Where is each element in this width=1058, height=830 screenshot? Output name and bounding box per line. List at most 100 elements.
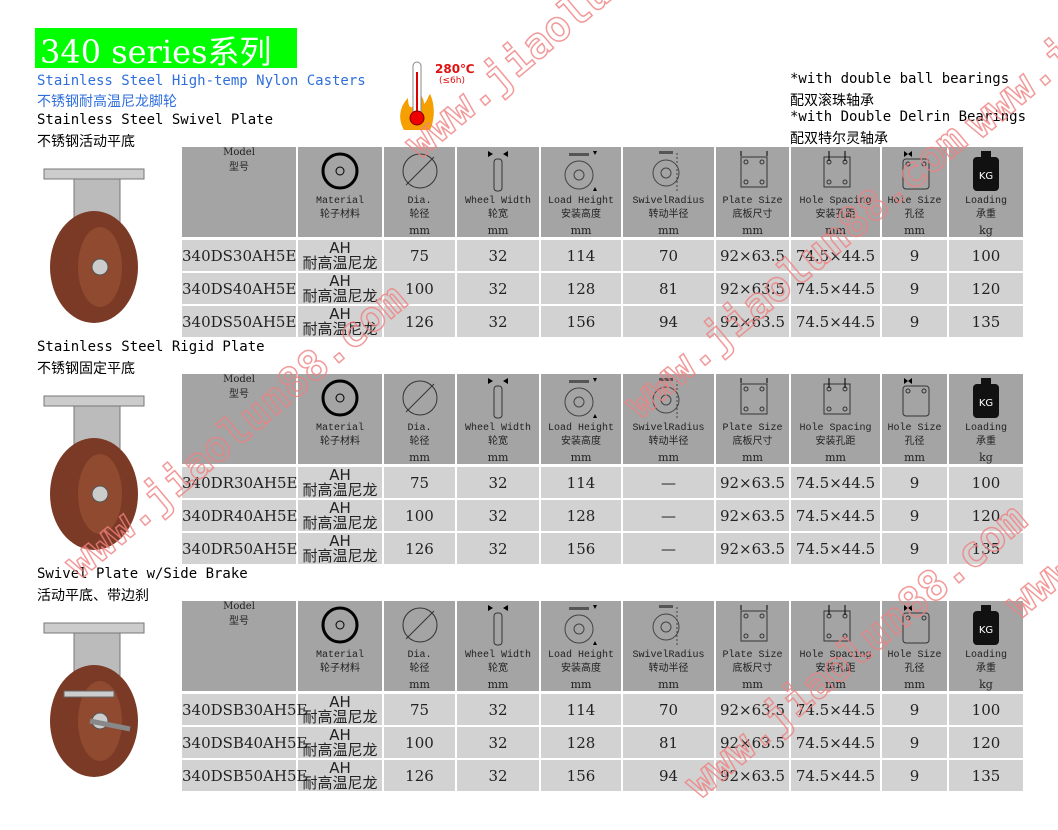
plate-cell: 92×63.5 (716, 694, 789, 727)
wheel-width-icon (457, 601, 539, 649)
plate-size-icon (716, 374, 789, 422)
hole-spacing-icon (791, 601, 880, 649)
spec-table: Model 型号 Material 轮子材料 Dia. 轮径 mm Wheel Width 轮宽… (180, 601, 1025, 793)
model-cell: 340DSB50AH5E (182, 760, 307, 793)
dia-cell: 75 (384, 467, 455, 500)
column-label-en: Hole Size (887, 650, 942, 661)
height-cell: 156 (541, 760, 621, 793)
radius-cell: — (623, 500, 714, 533)
column-header: Material 轮子材料 (298, 601, 382, 694)
spec-table: Model 型号 Material 轮子材料 Dia. 轮径 mm Wheel Width 轮宽… (180, 374, 1025, 566)
diameter-icon (384, 601, 455, 649)
header-row: Model 型号 Material 轮子材料 Dia. 轮径 mm Wheel Width 轮宽… (182, 374, 1023, 467)
width-cell: 32 (457, 727, 539, 760)
thermometer-fire-icon (400, 61, 434, 130)
duration-label: (≤6h) (439, 76, 465, 86)
material-cell: AH 耐高温尼龙 (298, 306, 382, 339)
section-title-cn: 不锈钢固定平底 (37, 361, 135, 377)
column-unit: mm (487, 678, 509, 691)
column-label-cn: 底板尺寸 (732, 663, 773, 674)
column-label-en: Plate Size (722, 423, 783, 434)
column-label-en: SwivelRadius (632, 650, 705, 661)
load-cell: 100 (949, 240, 1023, 273)
column-label-en: Hole Spacing (799, 196, 872, 207)
table-row: 340DSB50AH5E AH 耐高温尼龙 126 32 156 94 92×63.5 74.5… (182, 760, 1023, 793)
column-label-en: Material (315, 650, 364, 661)
model-cell: 340DSB40AH5E (182, 727, 307, 760)
hole-cell: 9 (882, 273, 947, 306)
column-unit: mm (742, 224, 763, 237)
column-label-en: Loading (964, 650, 1007, 661)
column-unit: mm (658, 678, 679, 691)
table-row: 340DR40AH5E AH 耐高温尼龙 100 32 128—92×63.5 74.5×4… (182, 500, 1023, 533)
column-header: Load Height 安装高度 mm (541, 147, 621, 240)
column-unit: mm (487, 224, 509, 237)
note-1: *with double ball bearings (790, 71, 1010, 87)
plate-cell: 92×63.5 (716, 533, 789, 566)
hole-cell: 9 (882, 240, 947, 273)
column-label-cn: 轮径 (409, 209, 430, 220)
column-header: KG Loading 承重 kg (949, 601, 1023, 694)
column-label-en: Plate Size (722, 196, 783, 207)
column-label-en: Wheel Width (464, 196, 531, 207)
section-title-cn: 不锈钢活动平底 (37, 134, 135, 150)
column-label-cn: 轮宽 (488, 663, 508, 674)
column-header: Hole Size 孔径 mm (882, 601, 947, 694)
swivel-radius-icon (623, 374, 714, 422)
column-label-cn: 孔径 (904, 209, 925, 220)
plate-cell: 92×63.5 (716, 727, 789, 760)
column-label-en: Material (315, 423, 364, 434)
radius-cell: — (623, 533, 714, 566)
table-row: 340DSB30AH5E AH 耐高温尼龙 75 32 114 70 92×63.5 74.5×… (182, 694, 1023, 727)
column-label-cn: 承重 (976, 663, 996, 674)
spacing-cell: 74.5×44.5 (791, 306, 880, 339)
radius-cell: 81 (623, 273, 714, 306)
radius-cell: 94 (623, 760, 714, 793)
column-header: Hole Size 孔径 mm (882, 147, 947, 240)
column-unit: mm (570, 451, 592, 464)
column-header: Hole Spacing 安装孔距 mm (791, 374, 880, 467)
column-label-en: Load Height (547, 423, 614, 434)
spacing-cell: 74.5×44.5 (791, 240, 880, 273)
radius-cell: 70 (623, 694, 714, 727)
width-cell: 32 (457, 273, 539, 306)
spacing-cell: 74.5×44.5 (791, 727, 880, 760)
column-unit: kg (979, 678, 993, 691)
caster-product-image (43, 395, 145, 550)
column-header: Dia. 轮径 mm (384, 147, 455, 240)
dia-cell: 75 (384, 694, 455, 727)
spacing-cell: 74.5×44.5 (791, 760, 880, 793)
column-label-cn: 安装孔距 (815, 209, 856, 220)
height-cell: 156 (541, 306, 621, 339)
dia-cell: 100 (384, 273, 455, 306)
hole-cell: 9 (882, 727, 947, 760)
column-unit: kg (979, 224, 993, 237)
hole-cell: 9 (882, 306, 947, 339)
plate-cell: 92×63.5 (716, 467, 789, 500)
model-cell: 340DR30AH5E (182, 467, 297, 500)
column-label-en: Hole Spacing (799, 423, 872, 434)
diameter-icon (384, 147, 455, 195)
height-cell: 128 (541, 727, 621, 760)
column-header: Plate Size 底板尺寸 mm (716, 374, 789, 467)
radius-cell: 81 (623, 727, 714, 760)
height-cell: 114 (541, 694, 621, 727)
dia-cell: 126 (384, 760, 455, 793)
column-label-en: SwivelRadius (632, 196, 705, 207)
height-cell: 114 (541, 240, 621, 273)
weight-kg-icon: KG (949, 147, 1023, 195)
height-cell: 128 (541, 500, 621, 533)
load-cell: 135 (949, 306, 1023, 339)
material-cell: AH 耐高温尼龙 (298, 694, 382, 727)
section-title-cn: 活动平底、带边刹 (37, 588, 149, 604)
column-label-cn: 安装孔距 (815, 436, 856, 447)
height-cell: 128 (541, 273, 621, 306)
column-unit: mm (409, 678, 430, 691)
column-unit: mm (825, 678, 846, 691)
material-cell: AH 耐高温尼龙 (298, 467, 382, 500)
radius-cell: 94 (623, 306, 714, 339)
caster-product-image (43, 168, 145, 323)
column-header: Dia. 轮径 mm (384, 601, 455, 694)
spec-table: Model 型号 Material 轮子材料 Dia. 轮径 mm Wheel Width 轮宽… (180, 147, 1025, 339)
load-height-icon (541, 374, 621, 422)
